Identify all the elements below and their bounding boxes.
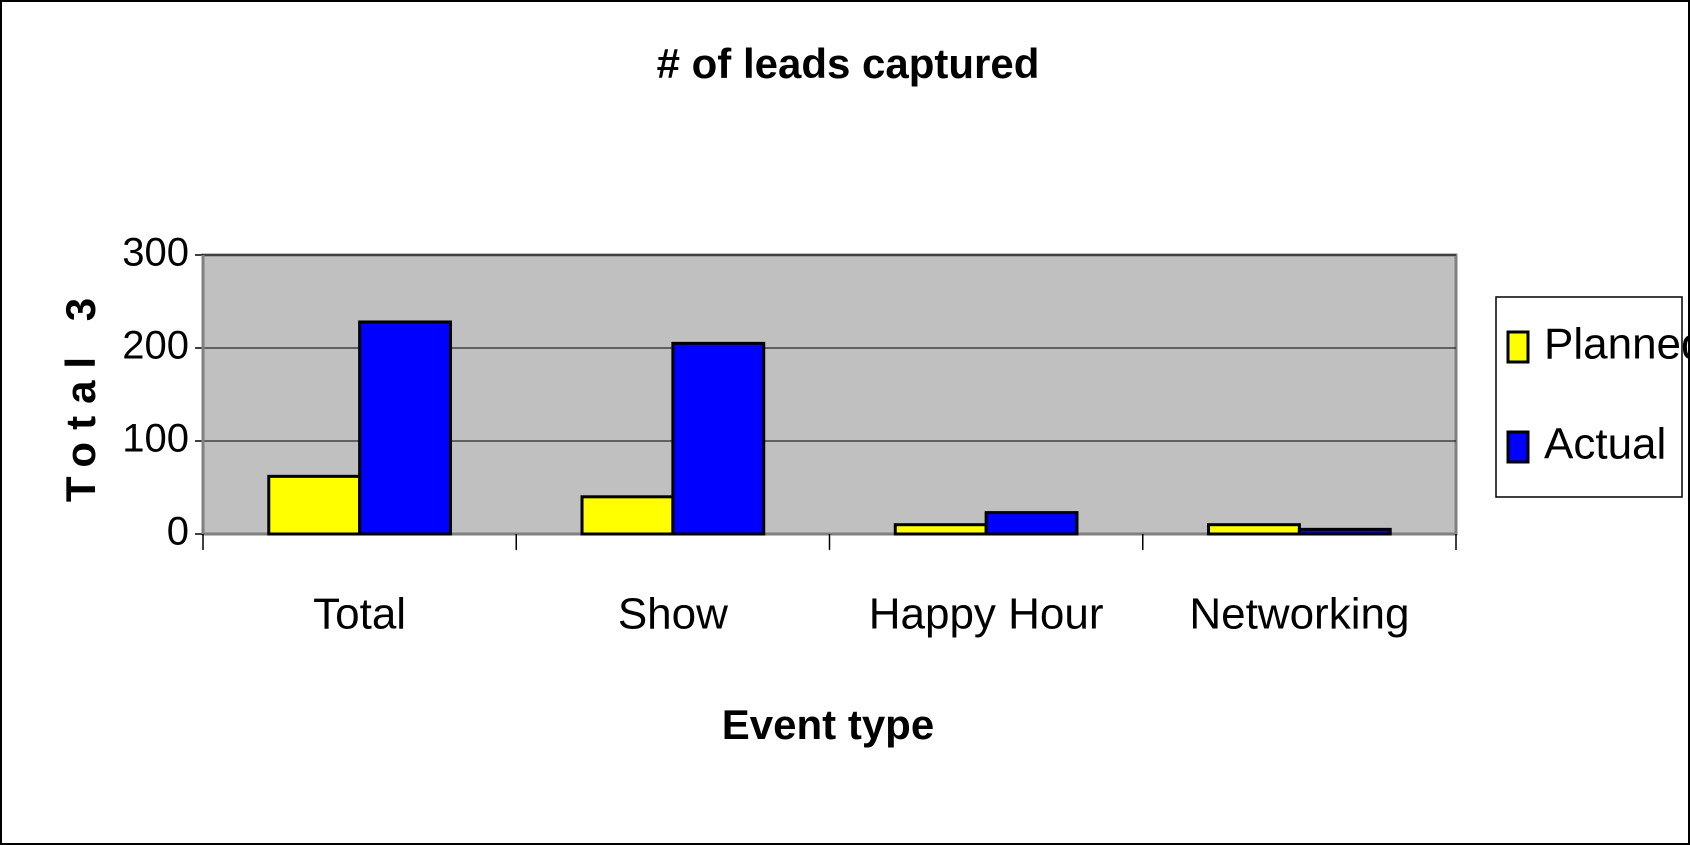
bar xyxy=(358,320,452,536)
bar xyxy=(267,474,362,536)
bar xyxy=(671,341,766,536)
x-tick-label: Happy Hour xyxy=(869,590,1104,639)
y-tick-label: 200 xyxy=(122,324,189,368)
legend-swatch xyxy=(1506,430,1530,464)
y-axis-title: Total 3 xyxy=(57,286,104,502)
bar xyxy=(1297,527,1392,536)
bar xyxy=(984,511,1079,536)
bar xyxy=(1207,523,1301,536)
legend-box xyxy=(1495,296,1683,498)
x-tick-label: Show xyxy=(618,590,728,639)
legend-label: Planned xyxy=(1544,320,1690,369)
y-tick-label: 100 xyxy=(122,417,189,461)
x-axis-title: Event type xyxy=(722,701,934,748)
chart-title: # of leads captured xyxy=(657,40,1040,87)
y-tick-label: 300 xyxy=(122,231,189,275)
y-tick-label: 0 xyxy=(167,510,189,554)
legend-swatch xyxy=(1506,330,1530,364)
legend-label: Actual xyxy=(1544,420,1666,469)
bar xyxy=(893,523,988,536)
x-tick-label: Networking xyxy=(1189,590,1409,639)
x-tick-label: Total xyxy=(313,590,406,639)
bar xyxy=(580,495,675,536)
